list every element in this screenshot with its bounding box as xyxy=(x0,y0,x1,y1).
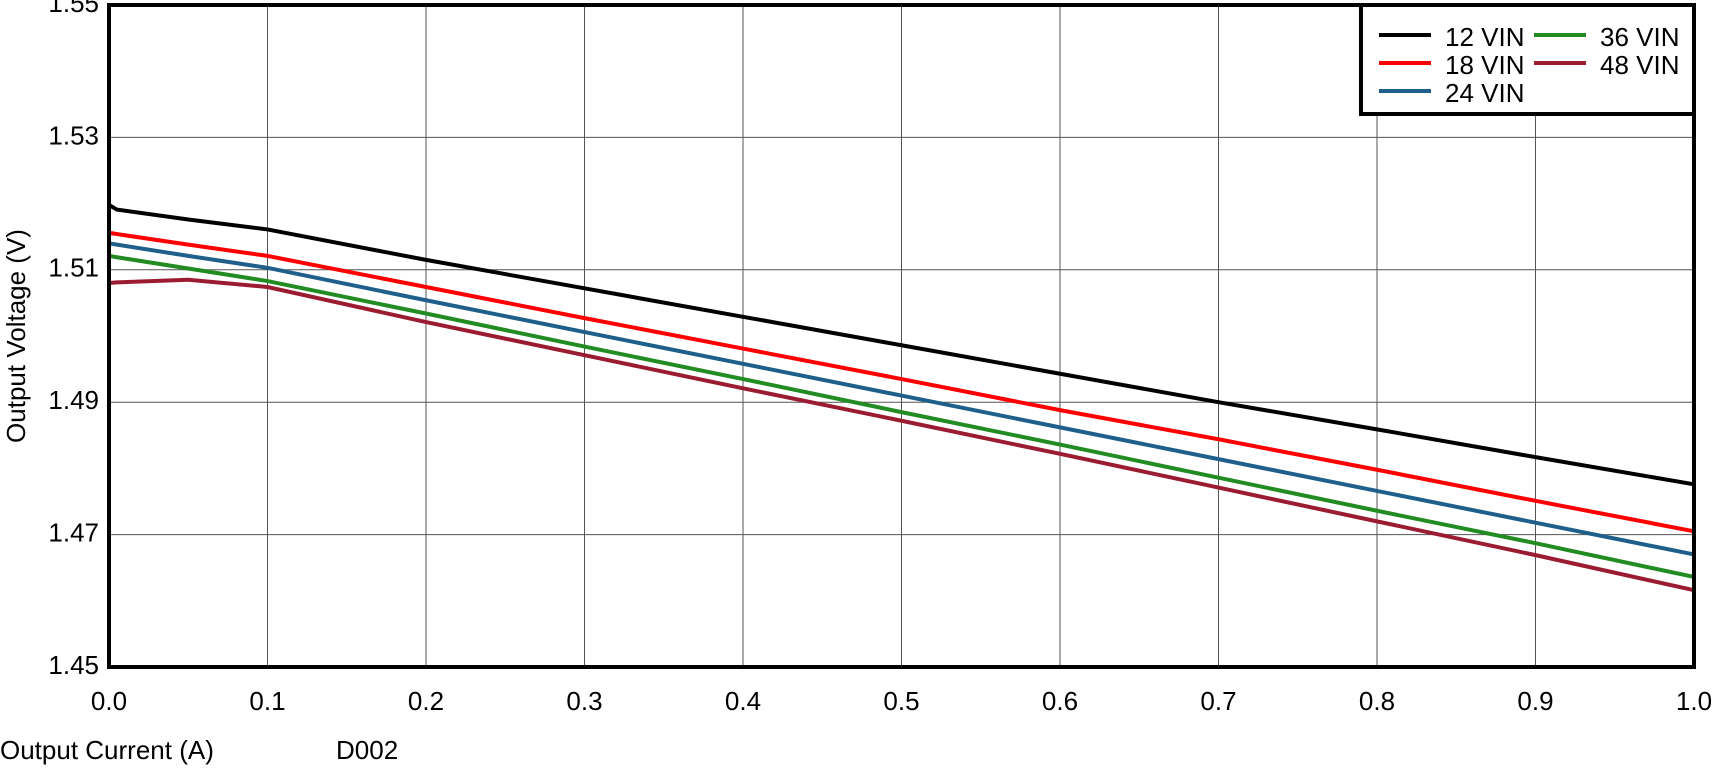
plot-frame xyxy=(107,3,1696,669)
x-tick-label: 0.3 xyxy=(566,686,602,716)
x-tick-label: 0.8 xyxy=(1359,686,1395,716)
x-tick-label: 0.2 xyxy=(408,686,444,716)
x-tick-label: 0.9 xyxy=(1517,686,1553,716)
legend-label: 18 VIN xyxy=(1445,50,1525,80)
y-axis-label: Output Voltage (V) xyxy=(1,229,31,443)
y-tick-label: 1.47 xyxy=(48,517,99,547)
y-tick-label: 1.51 xyxy=(48,253,99,283)
x-axis-label: Output Current (A) xyxy=(0,735,214,765)
x-tick-label: 0.4 xyxy=(725,686,761,716)
x-tick-label: 0.6 xyxy=(1042,686,1078,716)
x-tick-label: 0.7 xyxy=(1200,686,1236,716)
series-line xyxy=(108,241,1695,557)
legend-label: 12 VIN xyxy=(1445,22,1525,52)
x-tick-label: 0.1 xyxy=(249,686,285,716)
y-tick-label: 1.45 xyxy=(48,650,99,680)
legend-label: 36 VIN xyxy=(1600,22,1680,52)
y-tick-label: 1.55 xyxy=(48,0,99,18)
y-tick-label: 1.49 xyxy=(48,385,99,415)
series-line xyxy=(107,203,1695,487)
x-tick-label: 0.5 xyxy=(883,686,919,716)
x-tick-label: 1.0 xyxy=(1676,686,1712,716)
x-tick-label: 0.0 xyxy=(91,686,127,716)
legend-box xyxy=(1359,3,1696,116)
series-line xyxy=(108,277,1695,593)
legend-label: 24 VIN xyxy=(1445,78,1525,108)
y-tick-label: 1.53 xyxy=(48,120,99,150)
series-line xyxy=(108,230,1695,534)
legend-label: 48 VIN xyxy=(1600,50,1680,80)
note: D002 xyxy=(336,735,398,765)
series-line xyxy=(108,253,1695,579)
